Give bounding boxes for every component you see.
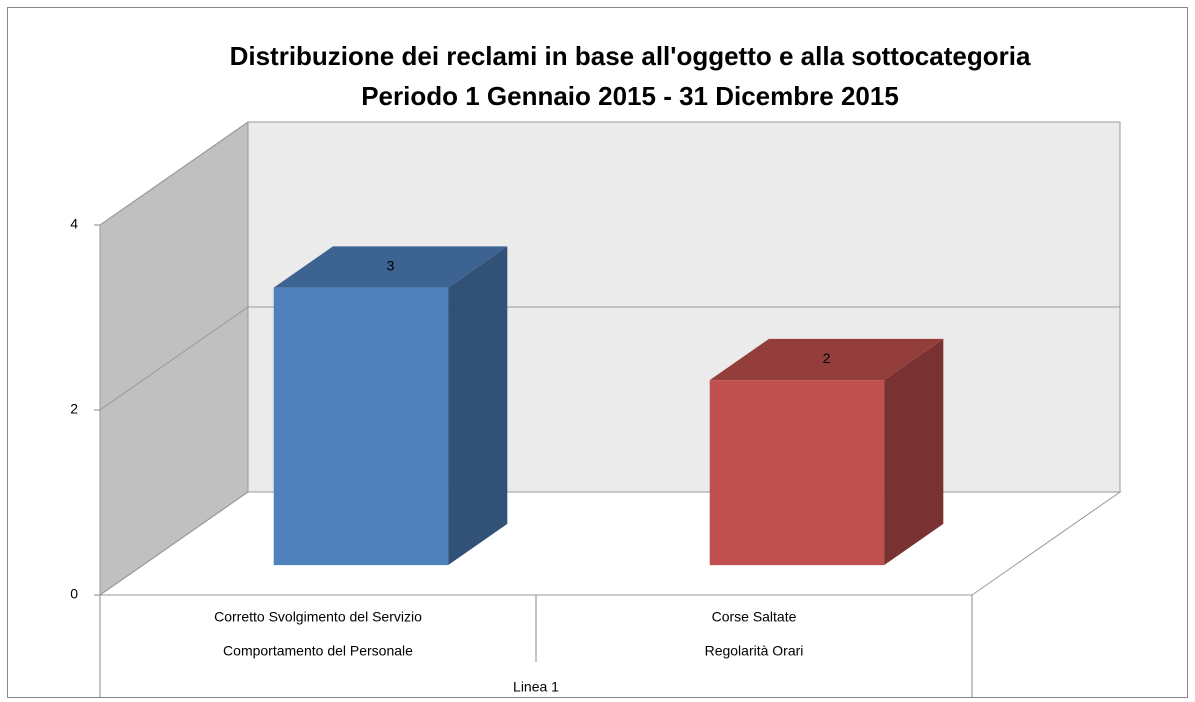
y-tick-label: 4	[70, 216, 78, 232]
chart-subtitle: Periodo 1 Gennaio 2015 - 31 Dicembre 201…	[361, 81, 899, 111]
x-top-group-label: Linea 1	[513, 679, 559, 695]
x-tick-label: Corretto Svolgimento del Servizio	[214, 609, 422, 625]
floor	[98, 491, 1122, 596]
bar	[273, 246, 508, 566]
y-tick-label: 0	[70, 586, 78, 602]
bar-front	[709, 380, 885, 566]
bar-side	[884, 338, 944, 566]
x-group-label: Comportamento del Personale	[223, 643, 413, 659]
bar-front	[273, 287, 449, 566]
x-group-label: Regolarità Orari	[705, 643, 804, 659]
value-label: 2	[823, 350, 831, 366]
value-label: 3	[387, 258, 395, 274]
grid-line	[99, 121, 1120, 226]
grid-line	[99, 306, 1120, 411]
bar	[709, 338, 944, 566]
bar-top	[709, 338, 944, 381]
chart-title: Distribuzione dei reclami in base all'og…	[230, 41, 1031, 71]
y-tick-label: 2	[70, 401, 78, 417]
x-tick-label: Corse Saltate	[712, 609, 797, 625]
bar-side	[448, 246, 508, 566]
bar-top	[273, 246, 508, 288]
